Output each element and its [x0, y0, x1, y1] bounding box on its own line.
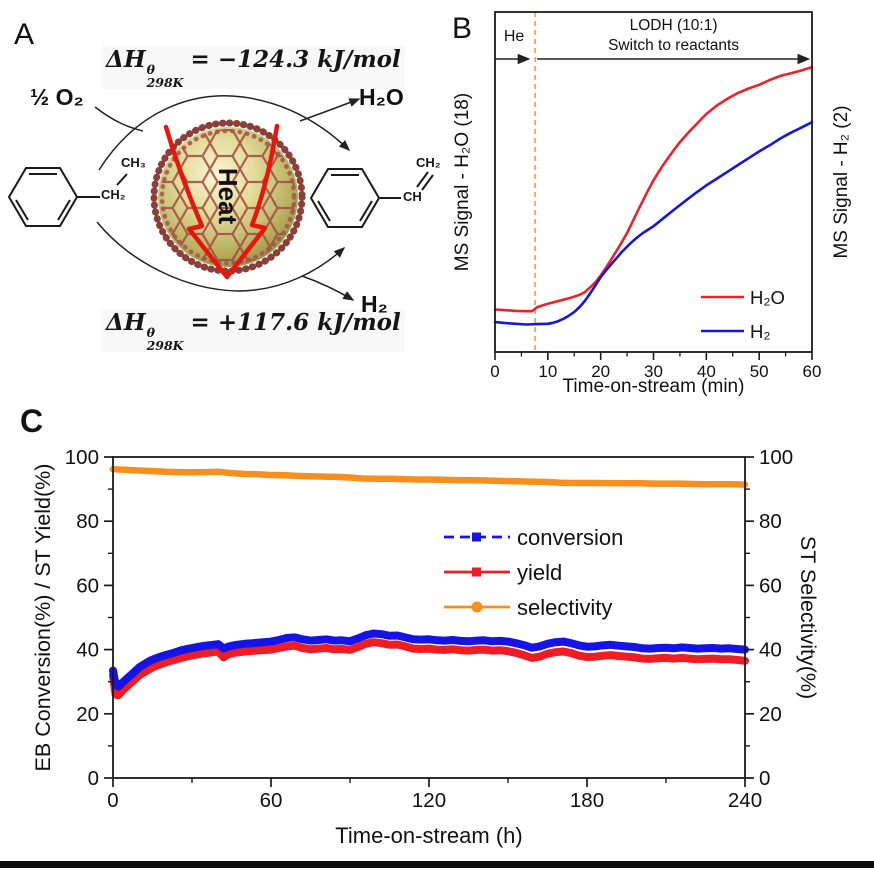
legend-label: yield	[517, 560, 562, 585]
eq-bot-rhs: = +117.6 kJ/mol	[190, 309, 401, 336]
y-tick-label-left: 100	[65, 446, 99, 469]
x-tick-label: 40	[697, 362, 716, 381]
styrene-structure	[309, 168, 434, 228]
y-tick-label-right: 60	[759, 574, 782, 597]
x-tick-label: 120	[412, 789, 446, 812]
he-label: He	[504, 28, 525, 45]
panel-a-label: A	[14, 18, 35, 51]
y-tick-label-right: 40	[759, 639, 782, 662]
y-tick-label-right: 80	[759, 510, 782, 533]
panel-b-label: B	[452, 12, 473, 45]
y-tick-label-right: 20	[759, 703, 782, 726]
benzene-ring-right	[309, 168, 381, 228]
series-h2	[493, 120, 814, 326]
ethyl-ch3-label: CH₃	[121, 155, 146, 170]
arc-top	[98, 95, 351, 171]
eq-top-rhs: = −124.3 kJ/mol	[190, 46, 401, 73]
arc-bottom	[96, 221, 346, 292]
vinyl-ch2-label: CH₂	[416, 155, 441, 170]
benzene-ring-left	[7, 167, 79, 227]
x-tick-label: 10	[538, 362, 557, 381]
x-axis-title: Time-on-stream (h)	[335, 823, 522, 848]
x-tick-label: 240	[728, 789, 762, 812]
y-tick-label-left: 0	[88, 767, 99, 790]
y-tick-label-left: 40	[76, 639, 99, 662]
left-axis-title: MS Signal - H₂O (18)	[452, 93, 473, 271]
legend-label: selectivity	[517, 595, 612, 620]
eq-bot-lhs: ΔH	[106, 309, 146, 336]
panel-a: Heat A ΔH θ 298K = −124.3 kJ/mol ΔH θ 298K = +…	[0, 0, 450, 405]
enthalpy-equation-bottom: ΔH θ 298K = +117.6 kJ/mol	[102, 309, 405, 352]
series-yield	[109, 638, 749, 700]
water-label: H₂O	[359, 84, 404, 110]
heat-label: Heat	[213, 168, 243, 225]
ms-signal-chart: He LODH (10:1) Switch to reactants 0 10 20 30 4…	[452, 11, 852, 397]
o2-connector	[94, 106, 144, 132]
legend-marker-square	[472, 567, 481, 577]
lodh-label: LODH (10:1)	[630, 17, 718, 34]
x-tick-label: 20	[591, 362, 610, 381]
enthalpy-equation-top: ΔH θ 298K = −124.3 kJ/mol	[102, 46, 405, 89]
y-tick-label-right: 100	[759, 446, 793, 469]
x-tick-label: 60	[803, 362, 822, 381]
reaction-arrows	[94, 95, 361, 301]
ethyl-ch2-label: CH₂	[101, 187, 126, 202]
x-tick-label: 180	[570, 789, 604, 812]
reaction-scheme-graphic: Heat	[7, 95, 434, 301]
ethylbenzene-structure	[7, 167, 128, 227]
series-conversion	[109, 629, 749, 691]
arrow-to-h2o	[299, 98, 361, 122]
y-tick-label-right: 0	[759, 767, 770, 790]
legend-label: H₂O	[750, 287, 785, 308]
eq-top-lhs: ΔH	[106, 46, 146, 73]
bead-ring-inner	[159, 128, 297, 266]
legend-label: H₂	[750, 321, 771, 342]
x-tick-label: 30	[644, 362, 663, 381]
panel-c-label: C	[20, 403, 44, 439]
legend-label: conversion	[517, 525, 623, 550]
heat-arrow	[163, 123, 280, 280]
hydrogen-label: H₂	[361, 291, 388, 317]
eq-top-sup: θ	[146, 62, 155, 77]
plot-border	[112, 456, 746, 779]
x-tick-label: 0	[490, 362, 499, 381]
left-axis-title: EB Conversion(%) / ST Yield(%)	[31, 464, 55, 772]
legend-marker-square	[472, 532, 481, 542]
y-tick-label-left: 20	[76, 703, 99, 726]
arrow-to-h2	[301, 275, 355, 301]
x-tick-label: 50	[750, 362, 769, 381]
x-tick-label: 60	[260, 789, 283, 812]
series-h2o	[493, 65, 814, 313]
x-axis-title: Time-on-stream (min)	[563, 376, 745, 397]
y-tick-label-left: 60	[76, 574, 99, 597]
right-axis-title: ST Selectivity(%)	[796, 536, 820, 699]
vinyl-ch-label: CH	[403, 189, 422, 204]
right-axis-title: MS Signal - H₂ (2)	[831, 105, 852, 258]
series-selectivity	[109, 465, 749, 488]
x-tick-label: 0	[107, 789, 118, 812]
eq-top-sub: 298K	[146, 74, 184, 90]
bead-ring-outer	[150, 119, 306, 275]
y-tick-label-left: 80	[76, 510, 99, 533]
switch-to-reactants-label: Switch to reactants	[608, 37, 739, 54]
bottom-border-bar	[0, 861, 874, 868]
eq-bot-sup: θ	[146, 325, 155, 340]
oxygen-label: ½ O₂	[30, 84, 84, 110]
legend-marker-circle	[471, 601, 483, 613]
eq-bot-sub: 298K	[146, 337, 184, 353]
